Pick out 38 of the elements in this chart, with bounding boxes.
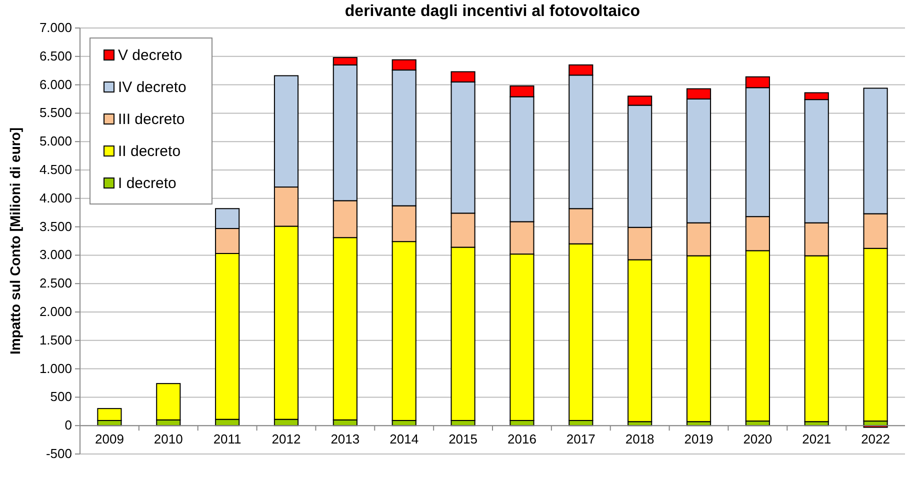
x-tick-label: 2021 [802, 432, 832, 447]
legend-label: II decreto [118, 143, 181, 160]
x-tick-label: 2017 [566, 432, 596, 447]
x-tick-label: 2022 [861, 432, 890, 447]
x-tick-label: 2016 [508, 432, 536, 447]
y-axis-title: Impatto sul Conto [Milioni di euro] [7, 127, 23, 355]
legend-label: III decreto [118, 111, 185, 128]
y-tick-label: 5.500 [39, 105, 72, 120]
chart-title: derivante dagli incentivi al fotovoltaico [344, 3, 640, 20]
y-tick-label: 1.500 [39, 332, 72, 348]
legend-label: V decreto [118, 47, 182, 64]
y-tick-label: 4.000 [39, 190, 72, 206]
x-tick-label: 2020 [743, 432, 772, 447]
bar [97, 408, 122, 421]
y-tick-label: 3.000 [39, 247, 72, 262]
y-tick-label: 0 [64, 418, 72, 433]
y-tick-label: 2.500 [39, 276, 72, 291]
y-tick-label: 3.500 [39, 218, 72, 234]
y-tick-label: 1.000 [39, 360, 72, 376]
x-tick-label: 2018 [625, 432, 654, 447]
y-tick-label: 6.500 [39, 48, 72, 64]
y-tick-label: 500 [50, 389, 72, 404]
legend-label: I decreto [118, 175, 176, 192]
y-tick-label: 7.000 [39, 20, 72, 35]
x-tick-label: 2013 [330, 432, 360, 447]
y-tick-label: 4.500 [39, 162, 72, 177]
x-tick-label: 2010 [154, 432, 183, 447]
legend-label: IV decreto [118, 79, 186, 96]
y-tick-label: 2.000 [39, 304, 72, 319]
x-tick-label: 2019 [684, 432, 714, 447]
y-tick-label: 5.000 [39, 134, 72, 149]
x-tick-label: 2009 [95, 432, 124, 447]
x-tick-label: 2015 [448, 432, 478, 447]
x-tick-label: 2011 [213, 432, 242, 447]
y-tick-label: -500 [46, 446, 72, 461]
y-tick-label: 6.000 [39, 76, 72, 92]
x-tick-label: 2012 [272, 432, 301, 447]
x-tick-label: 2014 [390, 432, 419, 447]
